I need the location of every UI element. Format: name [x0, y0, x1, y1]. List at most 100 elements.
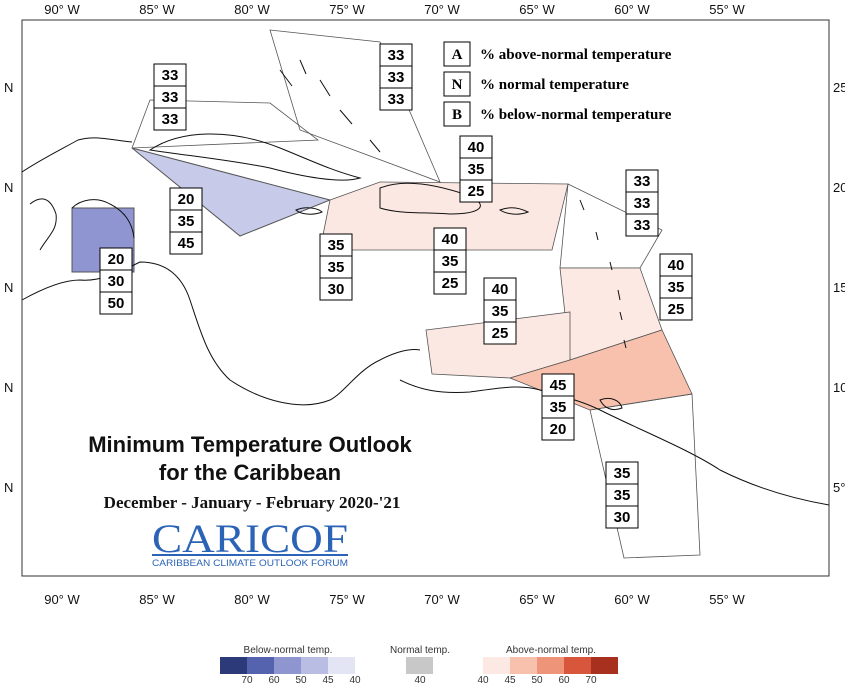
- lat-right-15: 15: [833, 280, 845, 295]
- colorbar-above-tick-2: 50: [531, 675, 543, 684]
- lat-labels-left: N N N N N: [4, 80, 13, 495]
- lon-top-70: 70° W: [424, 2, 460, 17]
- prob-box-trinidad-windward-2: [541, 417, 575, 441]
- prob-value-gulf-west-1: 33: [162, 89, 179, 106]
- prob-value-leeward-2: 25: [668, 301, 685, 318]
- coast-lesser-antilles: [579, 199, 627, 349]
- prob-value-guianas-2: 30: [614, 509, 631, 526]
- key-box-n: [443, 71, 471, 97]
- caricof-logo: CARICOF CARIBBEAN CLIMATE OUTLOOK FORUM: [152, 516, 348, 568]
- colorbar-above-swatch-4: [591, 657, 618, 674]
- colorbar-above-swatch-0: [483, 657, 510, 674]
- prob-box-jamaica-2: [319, 277, 353, 301]
- logo-rule: [152, 554, 348, 556]
- prob-value-virgin-islands-2: 33: [634, 217, 651, 234]
- lat-right-10: 10: [833, 380, 845, 395]
- lon-bottom-55: 55° W: [709, 592, 745, 607]
- coast-central-america: [21, 261, 421, 406]
- region-bahamas: [269, 29, 441, 183]
- coast-cuba: [148, 133, 362, 181]
- colorbar-below-swatch-0: [220, 657, 247, 674]
- title-block: Minimum Temperature Outlook for the Cari…: [88, 432, 412, 512]
- lat-left-5: N: [4, 480, 13, 495]
- lon-bottom-65: 65° W: [519, 592, 555, 607]
- colorbar-below-tick-0: 70: [241, 675, 253, 684]
- colorbar-swatches: [220, 657, 618, 674]
- prob-value-jamaica-0: 35: [328, 237, 345, 254]
- prob-box-turks-caicos-2: [459, 179, 493, 203]
- colorbar-normal-tick: 40: [414, 675, 426, 684]
- colorbar-above-swatch-2: [537, 657, 564, 674]
- lat-right-25: 25: [833, 80, 845, 95]
- coast-jamaica: [295, 207, 323, 215]
- prob-value-aruba-curacao-0: 40: [492, 281, 509, 298]
- prob-value-cuba-0: 20: [178, 191, 195, 208]
- prob-value-jamaica-2: 30: [328, 281, 345, 298]
- prob-value-hispaniola-0: 40: [442, 231, 459, 248]
- prob-value-aruba-curacao-1: 35: [492, 303, 509, 320]
- prob-value-turks-caicos-0: 40: [468, 139, 485, 156]
- colorbar-below-swatch-4: [328, 657, 355, 674]
- prob-box-bahamas-2: [379, 87, 413, 111]
- prob-value-guianas-1: 35: [614, 487, 631, 504]
- lon-top-85: 85° W: [139, 2, 175, 17]
- lon-top-65: 65° W: [519, 2, 555, 17]
- prob-box-leeward-2: [659, 297, 693, 321]
- lon-top-90: 90° W: [44, 2, 80, 17]
- region-gulf-west: [131, 99, 320, 149]
- region-layer: [71, 29, 701, 559]
- prob-box-guianas-2: [605, 505, 639, 529]
- colorbar-below-swatch-2: [274, 657, 301, 674]
- prob-value-aruba-curacao-2: 25: [492, 325, 509, 342]
- prob-value-hispaniola-1: 35: [442, 253, 459, 270]
- colorbar-above-tick-3: 60: [558, 675, 570, 684]
- logo-wordmark: CARICOF: [152, 516, 348, 561]
- lon-top-75: 75° W: [329, 2, 365, 17]
- coast-puerto-rico: [498, 207, 530, 215]
- colorbar-below-tick-2: 50: [295, 675, 307, 684]
- colorbar-above-swatch-1: [510, 657, 537, 674]
- prob-value-belize-0: 20: [108, 251, 125, 268]
- prob-box-aruba-curacao-2: [483, 321, 517, 345]
- colorbar: Below-normal temp. Normal temp. Above-no…: [220, 645, 618, 684]
- lon-labels-top: 90° W 85° W 80° W 75° W 70° W 65° W 60° …: [44, 2, 745, 17]
- coast-trinidad: [599, 397, 623, 411]
- lon-bottom-70: 70° W: [424, 592, 460, 607]
- colorbar-below-title: Below-normal temp.: [244, 645, 333, 656]
- lat-right-5: 5°: [833, 480, 845, 495]
- key-letter-b: B: [452, 107, 462, 123]
- key-box-b: [443, 101, 471, 127]
- prob-value-gulf-west-0: 33: [162, 67, 179, 84]
- colorbar-above-tick-0: 40: [477, 675, 489, 684]
- prob-value-bahamas-2: 33: [388, 91, 405, 108]
- prob-box-virgin-islands-2: [625, 213, 659, 237]
- lon-bottom-80: 80° W: [234, 592, 270, 607]
- prob-value-virgin-islands-0: 33: [634, 173, 651, 190]
- prob-value-trinidad-windward-0: 45: [550, 377, 567, 394]
- colorbar-below-tick-1: 60: [268, 675, 280, 684]
- colorbar-above-tick-1: 45: [504, 675, 516, 684]
- prob-value-cuba-1: 35: [178, 213, 195, 230]
- colorbar-normal-swatch: [406, 657, 433, 674]
- coast-hispaniola: [379, 182, 481, 215]
- lat-labels-right: 25 20 15 10 5°: [833, 80, 845, 495]
- map-title-line2: for the Caribbean: [159, 460, 341, 485]
- key-letter-a: A: [452, 47, 463, 63]
- prob-box-cuba-2: [169, 231, 203, 255]
- lon-top-55: 55° W: [709, 2, 745, 17]
- colorbar-below-swatch-1: [247, 657, 274, 674]
- lon-bottom-60: 60° W: [614, 592, 650, 607]
- key-letter-n: N: [452, 77, 463, 93]
- prob-value-belize-1: 30: [108, 273, 125, 290]
- colorbar-below-swatch-3: [301, 657, 328, 674]
- prob-value-leeward-1: 35: [668, 279, 685, 296]
- prob-value-cuba-2: 45: [178, 235, 195, 252]
- coast-bahamas: [279, 59, 381, 153]
- prob-value-turks-caicos-2: 25: [468, 183, 485, 200]
- lon-bottom-90: 90° W: [44, 592, 80, 607]
- lon-bottom-85: 85° W: [139, 592, 175, 607]
- prob-value-leeward-0: 40: [668, 257, 685, 274]
- coastline-layer: [21, 59, 830, 506]
- prob-box-gulf-west-2: [153, 107, 187, 131]
